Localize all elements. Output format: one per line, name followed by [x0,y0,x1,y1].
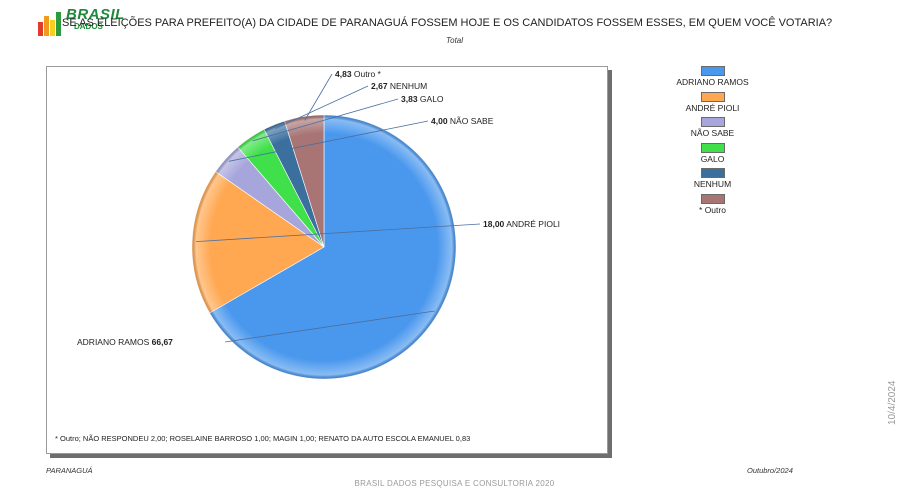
data-label-outro: 4,83 Outro * [335,69,382,79]
legend-label: NENHUM [693,179,732,189]
chart-title: SE AS ELEIÇÕES PARA PREFEITO(A) DA CIDAD… [62,17,833,29]
legend-item-outro: * Outro [655,193,770,220]
data-label-nenhum: 2,67 NENHUM [371,81,427,91]
brand-logo: BRASIL DADOS [36,6,126,36]
logo-subtext: DADOS [74,22,103,31]
data-label-andre-pioli: 18,00 ANDRÉ PIOLI [483,219,560,229]
chart-legend: ADRIANO RAMOS ANDRÉ PIOLI NÃO SABE GALO NENH… [655,66,770,219]
logo-text: BRASIL [66,6,125,23]
logo-bar-icon [50,20,55,36]
legend-item-andre-pioli: ANDRÉ PIOLI [655,91,770,118]
legend-swatch [700,193,725,204]
footer-date: Outubro/2024 [747,466,793,475]
leader-line [224,310,435,343]
leader-line [304,73,333,121]
chart-frame: ADRIANO RAMOS 66,67 18,00 ANDRÉ PIOLI 4,00… [46,66,608,454]
logo-bar-icon [56,12,61,36]
legend-item-adriano-ramos: ADRIANO RAMOS [655,66,770,92]
pie-chart: ADRIANO RAMOS 66,67 18,00 ANDRÉ PIOLI 4,00… [77,69,560,380]
legend-swatch [700,168,725,178]
legend-label: GALO [700,153,725,164]
legend-label: NÃO SABE [690,128,735,138]
footer-credit: BRASIL DADOS PESQUISA E CONSULTORIA 2020 [354,479,555,488]
legend-swatch [700,91,725,102]
leader-line [228,120,429,162]
legend-swatch [700,66,725,76]
leader-line [275,85,369,129]
logo-bar-icon [38,22,43,36]
chart-subtitle: Total [445,36,464,45]
leader-line [252,98,399,142]
legend-swatch [700,142,725,153]
side-date-stamp: 10/4/2024 [887,380,898,426]
legend-item-galo: GALO [655,142,770,169]
leader-line [196,223,481,242]
chart-footnote: * Outro; NÃO RESPONDEU 2,00; ROSELAINE B… [55,434,471,443]
legend-item-nenhum: NENHUM [655,168,770,194]
data-label-adriano-ramos: ADRIANO RAMOS 66,67 [77,337,173,347]
data-label-nao-sabe: 4,00 NÃO SABE [431,116,494,126]
legend-item-nao-sabe: NÃO SABE [655,117,770,143]
legend-swatch [700,117,725,127]
legend-label: ANDRÉ PIOLI [685,102,740,113]
pie-rim-highlight [192,115,456,379]
data-label-galo: 3,83 GALO [401,94,444,104]
footer-location: PARANAGUÁ [46,466,93,475]
logo-bar-icon [44,16,49,36]
legend-label: * Outro [699,204,726,215]
legend-label: ADRIANO RAMOS [676,77,749,87]
